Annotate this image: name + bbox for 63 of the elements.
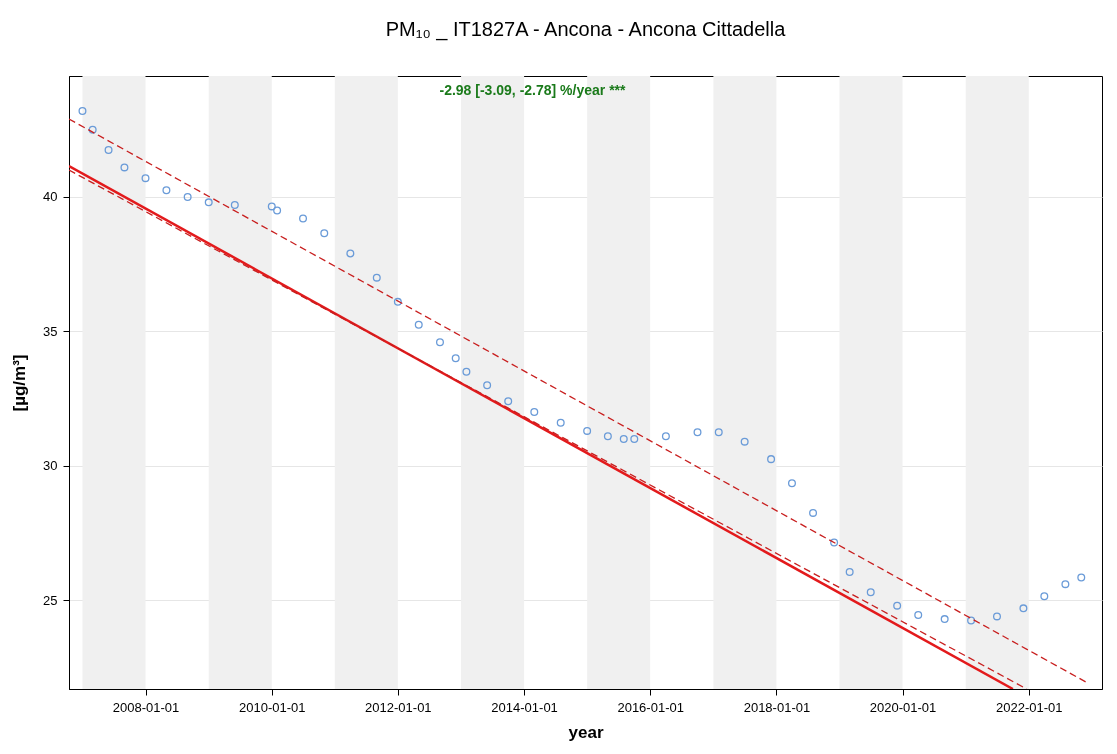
x-tick-label: 2018-01-01 — [743, 699, 811, 715]
point — [414, 320, 423, 329]
point — [809, 508, 818, 517]
x-axis-title: year — [568, 722, 604, 742]
point — [141, 174, 150, 183]
y-tick-label: 40 — [43, 189, 58, 205]
point — [299, 214, 308, 223]
point — [1040, 592, 1049, 601]
point — [630, 434, 639, 443]
point — [320, 229, 329, 238]
point — [162, 186, 171, 195]
point — [78, 106, 87, 115]
point — [603, 432, 612, 441]
point — [273, 206, 282, 215]
point — [104, 145, 113, 154]
point — [693, 428, 702, 437]
x-tick-label: 2012-01-01 — [365, 699, 432, 715]
point — [619, 434, 628, 443]
x-tick-label: 2014-01-01 — [491, 699, 558, 715]
point — [483, 381, 492, 390]
point — [462, 367, 471, 376]
point — [787, 479, 796, 488]
point — [1077, 573, 1086, 582]
y-tick-label: 25 — [43, 592, 58, 608]
point — [740, 437, 749, 446]
point — [914, 611, 923, 620]
point — [967, 616, 976, 625]
y-tick-label: 30 — [43, 458, 58, 474]
point — [767, 455, 776, 464]
annotation: -2.98 [-3.09, -2.78] %/year *** — [439, 82, 627, 98]
point — [504, 397, 513, 406]
point — [1019, 604, 1028, 613]
point — [120, 163, 129, 172]
point — [714, 428, 723, 437]
point — [451, 354, 460, 363]
x-tick-label: 2010-01-01 — [239, 699, 306, 715]
point — [556, 418, 565, 427]
point — [661, 432, 670, 441]
point — [393, 297, 402, 306]
point — [845, 568, 854, 577]
y-axis-title: [µg/m³] — [10, 354, 30, 412]
point — [183, 192, 192, 201]
point — [940, 615, 949, 624]
x-tick-label: 2016-01-01 — [617, 699, 684, 715]
point — [346, 249, 355, 258]
point — [583, 426, 592, 435]
point — [372, 273, 381, 282]
x-tick-label: 2008-01-01 — [112, 699, 180, 715]
y-tick-label: 35 — [43, 323, 58, 339]
point — [435, 338, 444, 347]
point — [88, 125, 97, 134]
point — [530, 408, 539, 417]
point — [204, 198, 213, 207]
point — [893, 601, 902, 610]
point — [1061, 580, 1070, 589]
point — [866, 588, 875, 597]
chart-title: PM₁₀ _ IT1827A - Ancona - Ancona Cittadella — [385, 18, 787, 41]
x-tick-label: 2022-01-01 — [996, 699, 1063, 715]
point — [230, 201, 239, 210]
point — [992, 612, 1001, 621]
point — [267, 202, 276, 211]
x-tick-label: 2020-01-01 — [869, 699, 937, 715]
point — [830, 538, 839, 547]
